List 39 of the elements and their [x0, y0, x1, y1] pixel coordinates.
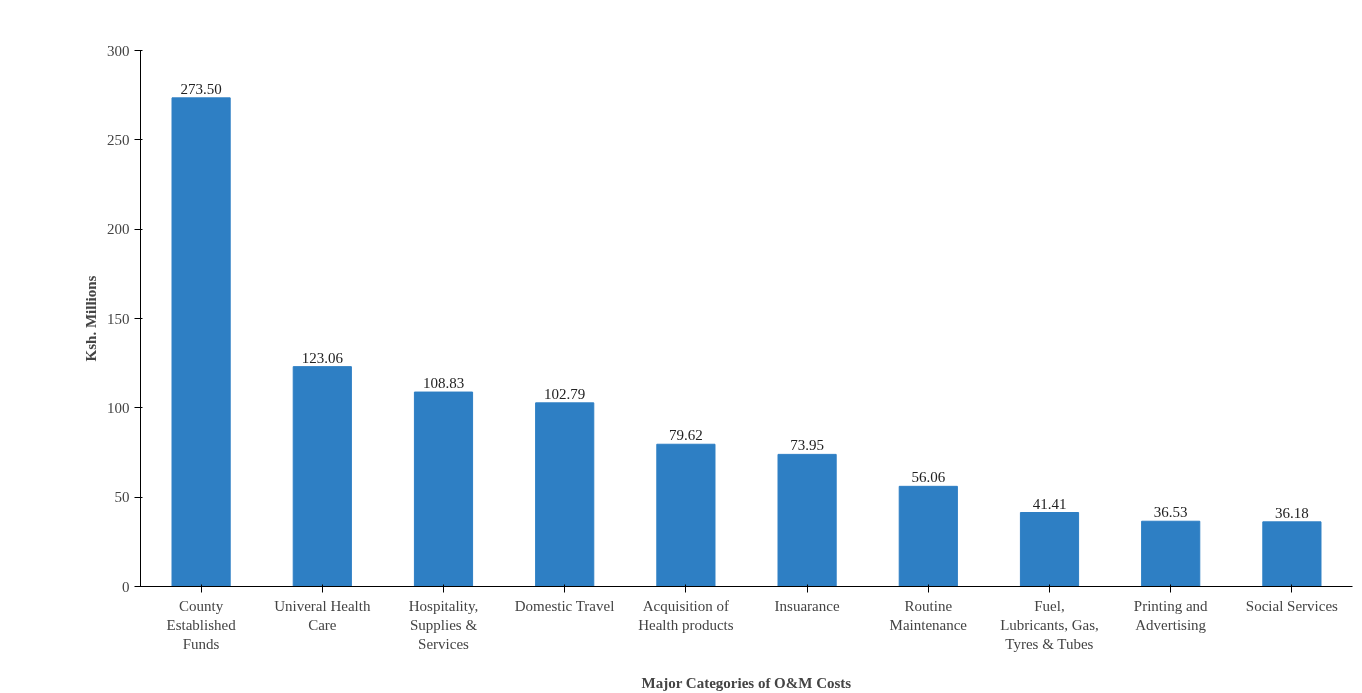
bar: [292, 366, 352, 587]
x-tick-label: Fuel, Lubricants, Gas, Tyres & Tubes: [1000, 597, 1099, 652]
y-tick-label: 250: [107, 131, 130, 148]
y-tick-label: 0: [122, 578, 130, 595]
bar: [1262, 521, 1322, 587]
x-tick-label: Insuarance: [774, 597, 840, 614]
y-axis-title: Ksh. Millions: [83, 275, 99, 362]
data-label: 79.62: [669, 427, 703, 444]
bar: [535, 402, 595, 587]
data-label: 102.79: [544, 385, 586, 402]
y-tick-label: 50: [114, 489, 130, 506]
x-tick-label: Hospitality, Supplies & Services: [408, 597, 479, 652]
y-tick-label: 100: [107, 399, 130, 416]
data-label: 123.06: [301, 349, 344, 366]
bar: [898, 485, 958, 587]
x-axis-title: Major Categories of O&M Costs: [641, 674, 852, 691]
data-label: 56.06: [911, 469, 946, 486]
bar: [1019, 512, 1080, 587]
data-label: 273.50: [180, 80, 222, 97]
data-label: 73.95: [790, 437, 824, 454]
bar: [171, 97, 231, 587]
y-tick-label: 150: [107, 310, 130, 327]
bar: [777, 453, 837, 587]
data-label: 41.41: [1032, 495, 1067, 512]
x-tick-label: Domestic Travel: [514, 597, 615, 614]
data-label: 36.18: [1275, 504, 1309, 521]
data-label: 108.83: [422, 375, 465, 392]
x-tick-label: Printing and Advertising: [1133, 597, 1209, 633]
bar: [413, 391, 474, 587]
x-tick-label: Social Services: [1245, 597, 1339, 614]
bar: [656, 443, 716, 587]
bar: [1141, 520, 1201, 587]
x-tick-label: Acquisition of Health products: [638, 597, 734, 633]
x-tick-label: Routine Maintenance: [889, 597, 968, 633]
y-tick-label: 300: [107, 42, 130, 59]
data-label: 36.53: [1153, 504, 1188, 521]
x-tick-label: County Established Funds: [166, 597, 237, 652]
x-tick-label: Univeral Health Care: [274, 597, 371, 633]
y-tick-label: 200: [107, 221, 130, 238]
